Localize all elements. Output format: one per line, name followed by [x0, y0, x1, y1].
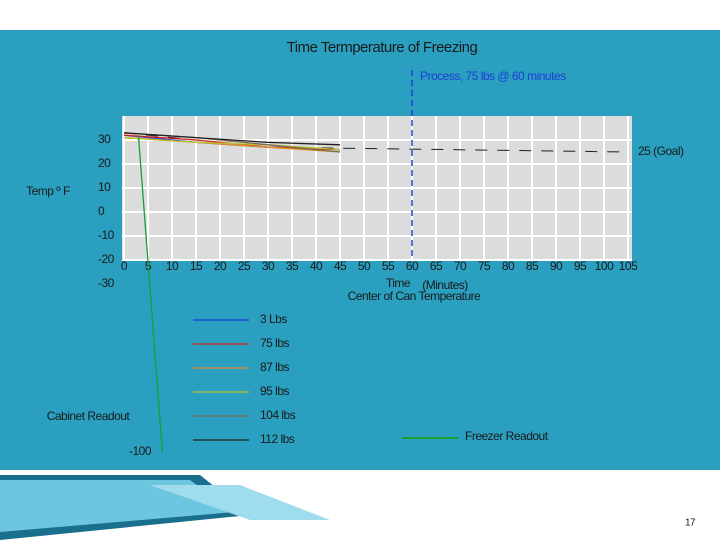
goal-label: 25 (Goal) — [638, 144, 684, 158]
y-tick-label: -100 — [129, 444, 152, 458]
x-tick-label: 55 — [382, 259, 395, 273]
legend-label: 104 lbs — [260, 408, 296, 422]
x-tick-label: 25 — [238, 259, 251, 273]
slide-number: 17 — [685, 518, 696, 529]
x-tick-label: 15 — [190, 259, 203, 273]
x-tick-label: 10 — [166, 259, 179, 273]
x-tick-label: 105 — [619, 259, 638, 273]
x-tick-label: 35 — [286, 259, 299, 273]
legend-label: 112 lbs — [260, 432, 295, 446]
legend-label: 3 Lbs — [260, 312, 287, 326]
series-line — [123, 136, 341, 151]
cabinet-label: Cabinet Readout — [47, 409, 131, 423]
x-tick-label: 75 — [478, 259, 491, 273]
subtitle: Center of Can Temperature — [348, 289, 482, 303]
x-tick-label: 40 — [310, 259, 323, 273]
y-tick-label: -30 — [98, 276, 115, 290]
y-tick-label: 0 — [98, 204, 105, 218]
x-tick-label: 60 — [406, 259, 419, 273]
legend-label: 87 lbs — [260, 360, 290, 374]
x-tick-label: 30 — [262, 259, 275, 273]
y-tick-label: -20 — [98, 252, 115, 266]
x-tick-label: 50 — [358, 259, 371, 273]
x-axis-label: Time — [386, 276, 411, 290]
x-axis-unit: (Minutes) — [422, 278, 468, 292]
y-axis-label: Temp º F — [26, 184, 70, 198]
x-tick-label: 70 — [454, 259, 467, 273]
y-tick-label: 20 — [98, 156, 111, 170]
series-line — [123, 132, 341, 146]
x-tick-label: 85 — [526, 259, 539, 273]
legend-label: 95 lbs — [260, 384, 290, 398]
y-tick-label: -10 — [98, 228, 115, 242]
series-line — [137, 135, 164, 453]
legend-label: 75 lbs — [260, 336, 290, 350]
x-tick-label: 100 — [595, 259, 614, 273]
process-label: Process, 75 lbs @ 60 minutes — [420, 69, 566, 83]
decoration — [150, 485, 330, 520]
x-tick-label: 45 — [334, 259, 347, 273]
x-tick-label: 0 — [121, 259, 128, 273]
chart-title: Time Termperature of Freezing — [287, 39, 478, 56]
x-tick-label: 20 — [214, 259, 227, 273]
x-tick-label: 95 — [574, 259, 587, 273]
x-tick-label: 80 — [502, 259, 515, 273]
legend-label: Freezer Readout — [465, 429, 549, 443]
goal-line — [123, 132, 629, 153]
y-tick-label: 30 — [98, 132, 111, 146]
y-tick-label: 10 — [98, 180, 111, 194]
x-tick-label: 90 — [550, 259, 563, 273]
x-tick-label: 65 — [430, 259, 443, 273]
